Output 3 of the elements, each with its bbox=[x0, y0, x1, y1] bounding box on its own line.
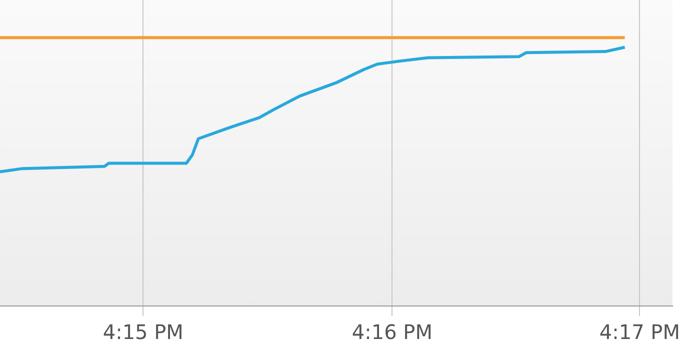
x-tick-label: 4:16 PM bbox=[352, 320, 432, 344]
x-tick-label: 4:15 PM bbox=[102, 320, 184, 344]
x-tick-label: 4:17 PM bbox=[599, 320, 680, 344]
